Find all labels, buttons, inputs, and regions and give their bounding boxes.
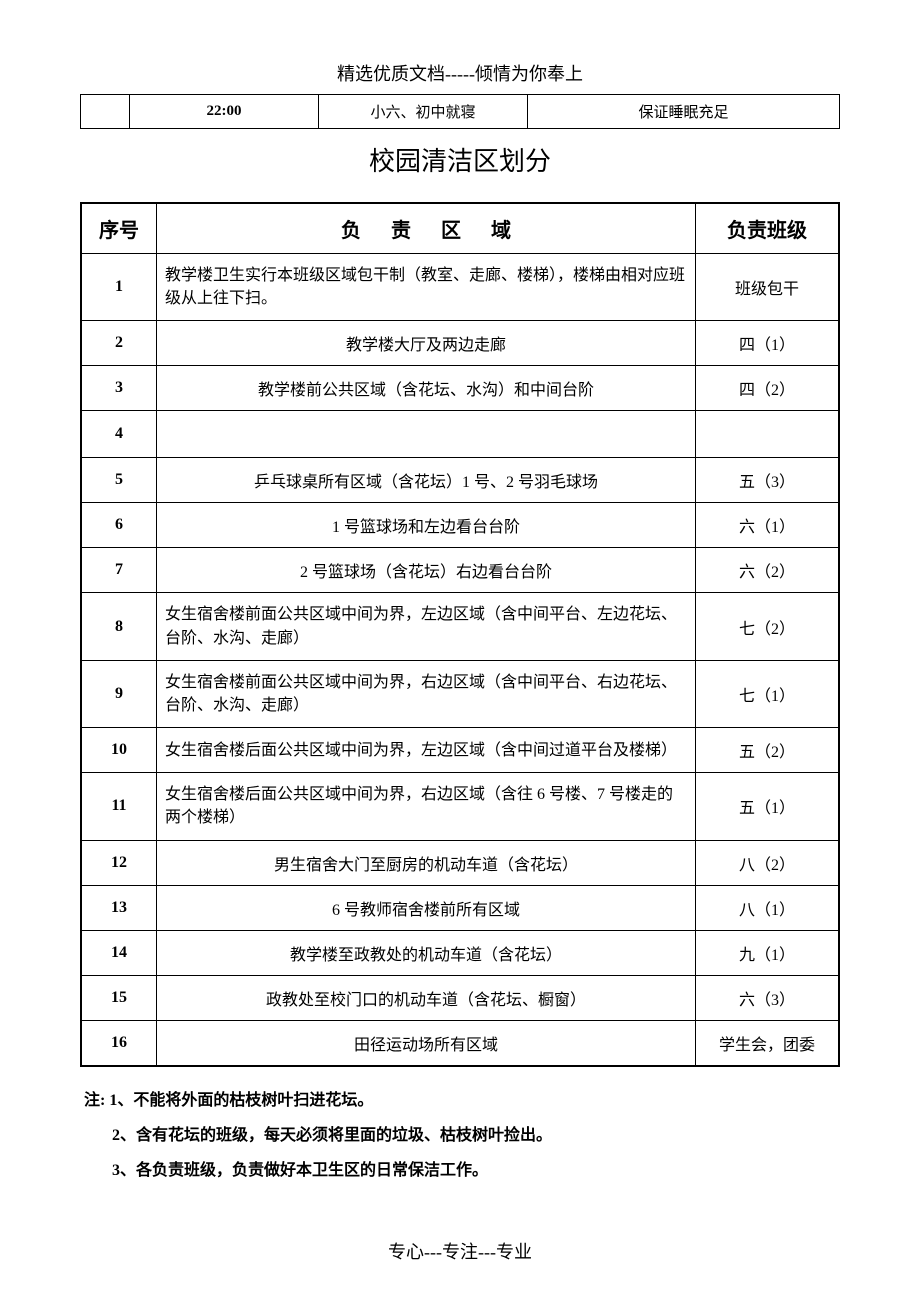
- table-row: 136 号教师宿舍楼前所有区域八（1）: [81, 885, 839, 930]
- cell-class: 六（1）: [696, 503, 840, 548]
- cell-area: 6 号教师宿舍楼前所有区域: [157, 885, 696, 930]
- cell-area: 政教处至校门口的机动车道（含花坛、橱窗）: [157, 975, 696, 1020]
- column-header-number: 序号: [81, 203, 157, 254]
- cell-number: 12: [81, 840, 157, 885]
- cell-area: 男生宿舍大门至厨房的机动车道（含花坛）: [157, 840, 696, 885]
- cell-class: 五（2）: [696, 728, 840, 773]
- cell-activity: 小六、初中就寝: [319, 95, 528, 129]
- table-row: 5乒乓球桌所有区域（含花坛）1 号、2 号羽毛球场五（3）: [81, 458, 839, 503]
- cell-number: 15: [81, 975, 157, 1020]
- table-row: 61 号篮球场和左边看台台阶六（1）: [81, 503, 839, 548]
- cell-area: 女生宿舍楼前面公共区域中间为界，右边区域（含中间平台、右边花坛、台阶、水沟、走廊…: [157, 660, 696, 727]
- cell: [81, 95, 130, 129]
- cell-class: 五（3）: [696, 458, 840, 503]
- note-line: 3、各负责班级，负责做好本卫生区的日常保洁工作。: [84, 1153, 840, 1188]
- note-line: 注: 1、不能将外面的枯枝树叶扫进花坛。: [84, 1083, 840, 1118]
- cell-number: 6: [81, 503, 157, 548]
- cell-class: 学生会，团委: [696, 1020, 840, 1066]
- cell-number: 9: [81, 660, 157, 727]
- cell-area: 教学楼大厅及两边走廊: [157, 321, 696, 366]
- table-row: 22:00 小六、初中就寝 保证睡眠充足: [81, 95, 840, 129]
- cell-number: 16: [81, 1020, 157, 1066]
- cell-number: 14: [81, 930, 157, 975]
- cell-area: 教学楼卫生实行本班级区域包干制（教室、走廊、楼梯），楼梯由相对应班级从上往下扫。: [157, 254, 696, 321]
- cleaning-zone-table: 序号 负责区域 负责班级 1教学楼卫生实行本班级区域包干制（教室、走廊、楼梯），…: [80, 202, 840, 1067]
- cell-class: 六（2）: [696, 548, 840, 593]
- cell-class: [696, 411, 840, 458]
- cell-number: 10: [81, 728, 157, 773]
- table-row: 72 号篮球场（含花坛）右边看台台阶六（2）: [81, 548, 839, 593]
- cell-area: 教学楼前公共区域（含花坛、水沟）和中间台阶: [157, 366, 696, 411]
- table-row: 15政教处至校门口的机动车道（含花坛、橱窗）六（3）: [81, 975, 839, 1020]
- table-row: 16田径运动场所有区域学生会，团委: [81, 1020, 839, 1066]
- table-row: 14教学楼至政教处的机动车道（含花坛）九（1）: [81, 930, 839, 975]
- cell-area: 女生宿舍楼前面公共区域中间为界，左边区域（含中间平台、左边花坛、台阶、水沟、走廊…: [157, 593, 696, 660]
- cell-number: 3: [81, 366, 157, 411]
- cell-area: 田径运动场所有区域: [157, 1020, 696, 1066]
- cell-area: [157, 411, 696, 458]
- cell-number: 4: [81, 411, 157, 458]
- cell-class: 九（1）: [696, 930, 840, 975]
- cell-number: 8: [81, 593, 157, 660]
- cell-class: 五（1）: [696, 773, 840, 840]
- page-footer: 专心---专注---专业: [80, 1238, 840, 1264]
- column-header-area: 负责区域: [157, 203, 696, 254]
- cell-number: 5: [81, 458, 157, 503]
- column-header-class: 负责班级: [696, 203, 840, 254]
- cell-class: 四（2）: [696, 366, 840, 411]
- section-title: 校园清洁区划分: [80, 141, 840, 178]
- table-row: 11女生宿舍楼后面公共区域中间为界，右边区域（含往 6 号楼、7 号楼走的两个楼…: [81, 773, 839, 840]
- cell-area: 1 号篮球场和左边看台台阶: [157, 503, 696, 548]
- schedule-snippet-table: 22:00 小六、初中就寝 保证睡眠充足: [80, 94, 840, 129]
- table-row: 10女生宿舍楼后面公共区域中间为界，左边区域（含中间过道平台及楼梯）五（2）: [81, 728, 839, 773]
- cell-class: 八（2）: [696, 840, 840, 885]
- note-line: 2、含有花坛的班级，每天必须将里面的垃圾、枯枝树叶捡出。: [84, 1118, 840, 1153]
- cell-area: 2 号篮球场（含花坛）右边看台台阶: [157, 548, 696, 593]
- cell-area: 女生宿舍楼后面公共区域中间为界，右边区域（含往 6 号楼、7 号楼走的两个楼梯）: [157, 773, 696, 840]
- table-row: 2教学楼大厅及两边走廊四（1）: [81, 321, 839, 366]
- notes-section: 注: 1、不能将外面的枯枝树叶扫进花坛。 2、含有花坛的班级，每天必须将里面的垃…: [80, 1083, 840, 1189]
- cell-note: 保证睡眠充足: [528, 95, 840, 129]
- cell-area: 教学楼至政教处的机动车道（含花坛）: [157, 930, 696, 975]
- cell-class: 八（1）: [696, 885, 840, 930]
- cell-number: 11: [81, 773, 157, 840]
- document-page: 精选优质文档-----倾情为你奉上 22:00 小六、初中就寝 保证睡眠充足 校…: [0, 0, 920, 1304]
- cell-time: 22:00: [130, 95, 319, 129]
- table-row: 8女生宿舍楼前面公共区域中间为界，左边区域（含中间平台、左边花坛、台阶、水沟、走…: [81, 593, 839, 660]
- table-row: 9女生宿舍楼前面公共区域中间为界，右边区域（含中间平台、右边花坛、台阶、水沟、走…: [81, 660, 839, 727]
- cell-number: 1: [81, 254, 157, 321]
- cell-number: 7: [81, 548, 157, 593]
- table-row: 1教学楼卫生实行本班级区域包干制（教室、走廊、楼梯），楼梯由相对应班级从上往下扫…: [81, 254, 839, 321]
- cell-number: 13: [81, 885, 157, 930]
- cell-class: 六（3）: [696, 975, 840, 1020]
- table-row: 4: [81, 411, 839, 458]
- table-row: 12男生宿舍大门至厨房的机动车道（含花坛）八（2）: [81, 840, 839, 885]
- page-header: 精选优质文档-----倾情为你奉上: [80, 60, 840, 86]
- cell-class: 七（1）: [696, 660, 840, 727]
- cell-class: 班级包干: [696, 254, 840, 321]
- cell-class: 四（1）: [696, 321, 840, 366]
- cell-area: 乒乓球桌所有区域（含花坛）1 号、2 号羽毛球场: [157, 458, 696, 503]
- table-row: 3教学楼前公共区域（含花坛、水沟）和中间台阶四（2）: [81, 366, 839, 411]
- cell-class: 七（2）: [696, 593, 840, 660]
- cell-number: 2: [81, 321, 157, 366]
- cell-area: 女生宿舍楼后面公共区域中间为界，左边区域（含中间过道平台及楼梯）: [157, 728, 696, 773]
- table-header-row: 序号 负责区域 负责班级: [81, 203, 839, 254]
